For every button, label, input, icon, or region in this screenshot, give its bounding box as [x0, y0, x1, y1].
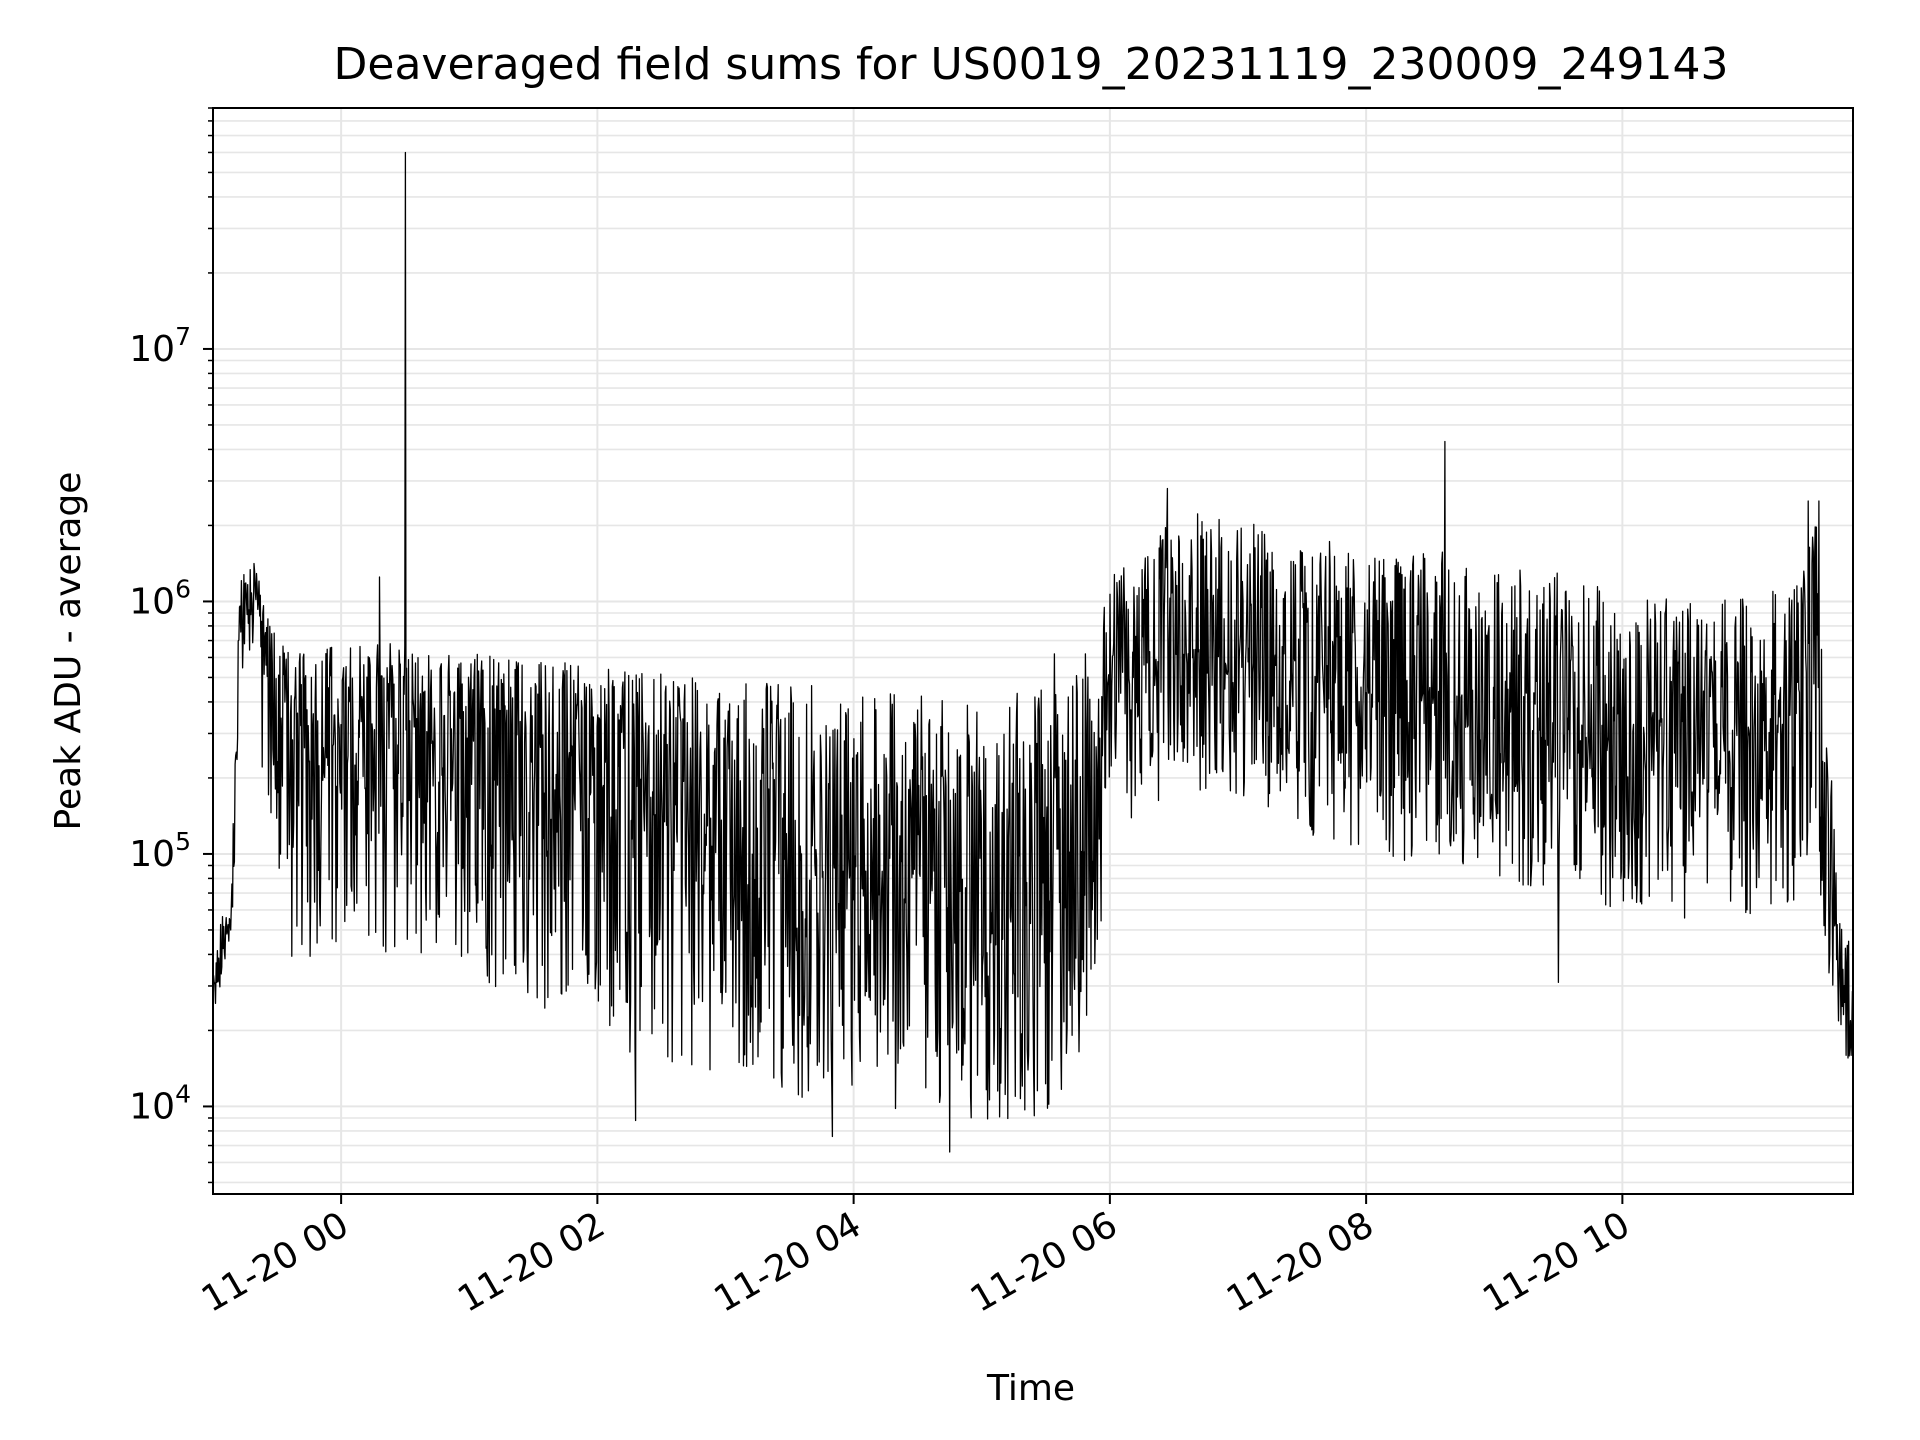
series-line: [212, 151, 1854, 1153]
chart-title: Deaveraged field sums for US0019_2023111…: [334, 39, 1729, 90]
y-tick-exponent: 4: [175, 1079, 191, 1108]
data-series: [212, 151, 1854, 1153]
y-tick-exponent: 6: [175, 574, 191, 603]
y-axis-label: Peak ADU - average: [48, 472, 89, 831]
x-axis-label: Time: [986, 1368, 1075, 1409]
y-tick-exponent: 5: [175, 827, 191, 856]
y-tick-label: 106: [129, 574, 191, 622]
y-tick-exponent: 7: [175, 322, 191, 351]
plot-frame: [212, 107, 1854, 1195]
